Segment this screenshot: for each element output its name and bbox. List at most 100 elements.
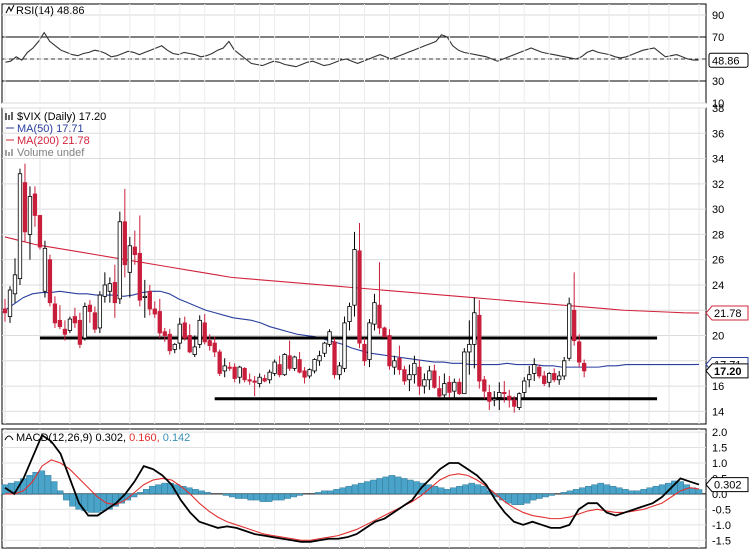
price-tick-label: 34 (712, 154, 724, 166)
macd-histogram-bar (695, 489, 703, 495)
candle-body (307, 369, 312, 377)
candle-body (262, 378, 267, 382)
macd-histogram-bar (505, 493, 512, 504)
macd-histogram-bar (155, 484, 162, 495)
candle-body (577, 341, 582, 363)
candle-body (122, 221, 127, 266)
candle-body (377, 304, 382, 329)
candle-body (202, 322, 207, 343)
candle-body (347, 306, 352, 323)
candle-body (272, 361, 277, 374)
macd-histogram-bar (376, 478, 383, 495)
candle-body (52, 303, 58, 324)
rsi-frame (1, 3, 707, 104)
macd-histogram-bar (480, 485, 488, 495)
candle-body (117, 221, 122, 300)
candle-body (127, 245, 132, 273)
macd-histogram-bar (339, 487, 347, 495)
candle-body (442, 383, 447, 396)
signal-line (5, 459, 700, 541)
macd-histogram-bar (566, 490, 574, 495)
macd-value-label: 0.302 (714, 480, 742, 492)
candle-body (562, 360, 567, 377)
rsi-legend: RSI(14) 48.86 (16, 5, 84, 17)
macd-histogram-bar (634, 490, 641, 495)
close-value-label: 17.20 (714, 366, 742, 378)
macd-tick-label: -1.5 (712, 535, 731, 547)
candle-body (102, 284, 108, 297)
macd-histogram-bar (357, 482, 365, 495)
candle-body (512, 399, 517, 407)
price-tick-label: 14 (712, 406, 724, 418)
candle-body (507, 395, 512, 401)
rsi-tick-label: 10 (712, 98, 724, 110)
macd-histogram-bar (271, 493, 279, 501)
candle-body (282, 354, 287, 376)
candle-body (222, 365, 227, 372)
candle-body (342, 322, 347, 369)
candle-body (172, 343, 177, 350)
price-title: $VIX (Daily) 17.20 (17, 111, 106, 123)
macd-histogram-bar (560, 492, 568, 495)
candle-body (547, 373, 552, 383)
price-tick-label: 32 (712, 179, 724, 191)
ma200-legend: MA(200) 21.78 (17, 135, 90, 147)
macd-histogram-bar (63, 493, 70, 501)
macd-histogram-bar (658, 484, 666, 495)
candle-body (162, 331, 167, 336)
macd-histogram-bar (591, 484, 598, 495)
candle-body (552, 373, 557, 381)
ma200-value-tag (705, 305, 749, 321)
macd-tick-label: -1.0 (712, 520, 731, 532)
macd-histogram-bar (265, 493, 273, 502)
macd-histogram-bar (450, 487, 457, 495)
rsi-line (4, 31, 699, 68)
macd-histogram-bar (278, 493, 285, 501)
candle-body (107, 283, 112, 292)
candle-body (532, 364, 537, 374)
candle-body (362, 343, 367, 362)
rsi-value-label: 48.86 (712, 55, 740, 67)
candle-legend-icon (5, 112, 13, 120)
candle-body (112, 282, 117, 304)
macd-line (4, 433, 700, 543)
candle-body (557, 375, 562, 381)
macd-histogram-bar (615, 487, 623, 495)
candle-body (572, 309, 577, 341)
macd-histogram-bar (388, 475, 396, 495)
candle-body (2, 308, 8, 314)
candle-body (97, 294, 103, 329)
candle-body (302, 370, 307, 378)
price-tick-label: 16 (712, 381, 724, 393)
volume-legend-icon (5, 149, 13, 156)
candle-body (412, 362, 417, 376)
candle-body (167, 333, 172, 352)
candle-body (67, 318, 73, 331)
candle-body (402, 369, 407, 382)
candle-body (387, 335, 392, 367)
ma50-legend: MA(50) 17.71 (17, 123, 84, 135)
candle-body (497, 391, 502, 398)
candle-body (492, 398, 497, 401)
candle-body (227, 366, 232, 369)
close-value-tag (705, 363, 749, 379)
price-tick-label: 24 (712, 280, 724, 292)
candle-body (207, 340, 212, 347)
macd-histogram-bar (333, 489, 340, 495)
candle-body (367, 322, 372, 360)
macd-histogram-bar (142, 489, 150, 495)
candle-body (477, 314, 482, 382)
macd-histogram-bar (400, 478, 408, 495)
macd-tick-label: -0.5 (712, 504, 731, 516)
macd-histogram-bar (597, 482, 605, 495)
candle-body (422, 379, 427, 387)
candle-body (527, 374, 532, 381)
candle-body (312, 359, 317, 372)
candle-body (372, 302, 377, 325)
candle-body (142, 295, 147, 298)
candle-body (337, 365, 342, 376)
macd-histogram-bar (579, 487, 586, 495)
price-tick-label: 30 (712, 204, 724, 216)
candle-body (467, 343, 472, 353)
